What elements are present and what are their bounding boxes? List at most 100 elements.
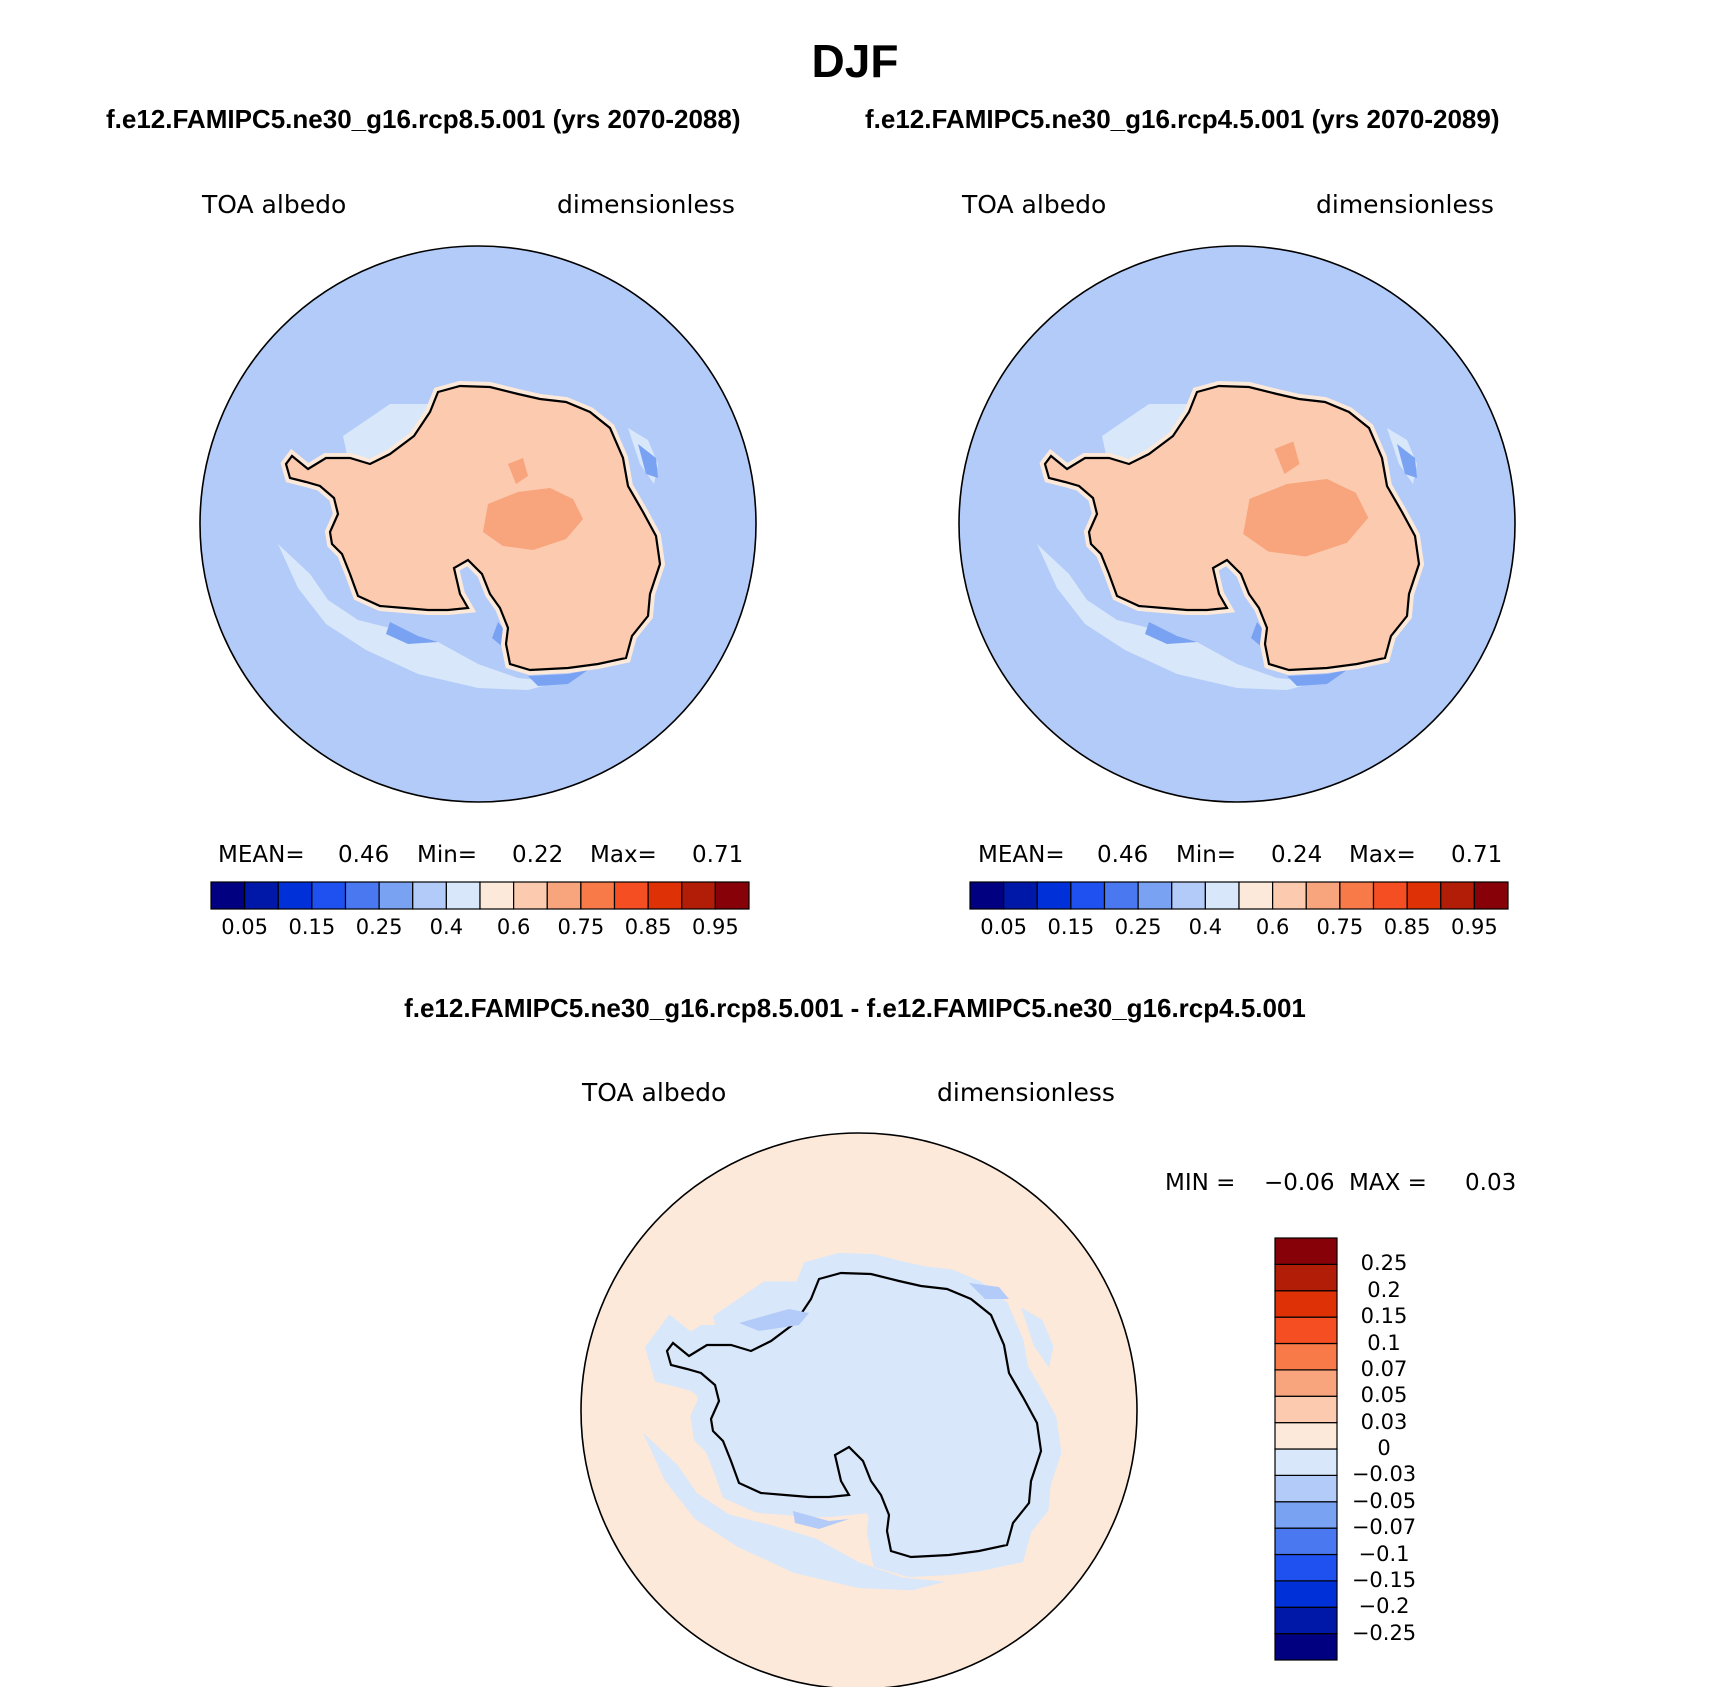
colorbar-box <box>277 881 313 910</box>
panel1-max-label: Max= <box>590 842 657 868</box>
colorbar-box <box>1070 881 1106 910</box>
colorbar-tick-label: 0.75 <box>1316 915 1364 939</box>
colorbar-tick-label: 0.05 <box>221 915 268 939</box>
colorbar-box <box>1274 1553 1338 1582</box>
colorbar-box <box>1171 881 1206 910</box>
colorbar-tick-label: 0.15 <box>288 915 336 939</box>
colorbar-box <box>580 881 616 910</box>
colorbar-tick-label: 0 <box>1377 1436 1391 1460</box>
colorbar-box <box>1274 1263 1338 1292</box>
panel2-max-label: Max= <box>1349 842 1416 868</box>
colorbar-box <box>1339 881 1375 910</box>
colorbar-box <box>210 881 246 910</box>
colorbar-box <box>1274 1606 1338 1635</box>
colorbar-tick-label: 0.25 <box>355 915 403 939</box>
colorbar-tick-label: −0.1 <box>1358 1541 1410 1566</box>
colorbar-box <box>969 881 1005 910</box>
colorbar-tick-label: 0.6 <box>1255 915 1290 939</box>
panel2-min-value: 0.24 <box>1271 842 1323 868</box>
colorbar-tick-label: 0.75 <box>557 915 605 939</box>
colorbar-tick-label: 0.85 <box>624 915 672 939</box>
colorbar-box <box>1274 1422 1338 1450</box>
colorbar-tick-label: 0.05 <box>1360 1383 1408 1408</box>
colorbar-box <box>1003 881 1038 910</box>
colorbar-box <box>647 881 683 910</box>
colorbar-tick-label: 0.2 <box>1367 1277 1401 1302</box>
colorbar-tick-label: 0.6 <box>496 915 531 939</box>
subtitle-left: f.e12.FAMIPC5.ne30_g16.rcp8.5.001 (yrs 2… <box>106 104 741 134</box>
colorbar-tick-label: −0.2 <box>1358 1594 1410 1619</box>
colorbar-box <box>1036 881 1072 910</box>
panel1-variable-label: TOA albedo <box>202 190 347 219</box>
panel2-map <box>958 245 1516 803</box>
colorbar-box <box>244 881 279 910</box>
panel2-min-label: Min= <box>1176 842 1237 868</box>
subtitle-right: f.e12.FAMIPC5.ne30_g16.rcp4.5.001 (yrs 2… <box>865 104 1500 134</box>
colorbar-box <box>1372 881 1408 910</box>
difference-max-value: 0.03 <box>1465 1170 1517 1196</box>
colorbar-box <box>613 881 649 910</box>
panel3-variable-label: TOA albedo <box>582 1078 727 1107</box>
colorbar-box <box>445 881 481 910</box>
colorbar-box <box>479 881 515 910</box>
difference-title: f.e12.FAMIPC5.ne30_g16.rcp8.5.001 - f.e1… <box>404 993 1306 1023</box>
colorbar-tick-label: 0.1 <box>1367 1330 1401 1355</box>
colorbar-tick-label: −0.07 <box>1351 1515 1417 1540</box>
panel2-variable-label: TOA albedo <box>962 190 1107 219</box>
colorbar-box <box>1274 1527 1338 1556</box>
panel1-colorbar <box>210 881 750 910</box>
colorbar-box <box>1204 881 1240 910</box>
colorbar-box <box>513 881 548 910</box>
panel1-units-label: dimensionless <box>557 190 735 219</box>
difference-colorbar <box>1274 1237 1338 1661</box>
colorbar-box <box>1238 881 1274 910</box>
colorbar-box <box>1103 881 1139 910</box>
colorbar-tick-label: 0.4 <box>1188 915 1223 939</box>
colorbar-tick-label: −0.15 <box>1351 1567 1417 1592</box>
panel2-mean-label: MEAN= <box>978 842 1065 868</box>
colorbar-box <box>1473 881 1509 910</box>
colorbar-box <box>1274 1580 1338 1608</box>
colorbar-box <box>681 881 716 910</box>
colorbar-tick-label: −0.05 <box>1351 1488 1417 1513</box>
colorbar-tick-label: 0.15 <box>1047 915 1095 939</box>
colorbar-tick-label: 0.25 <box>1360 1251 1408 1276</box>
colorbar-box <box>1274 1369 1338 1397</box>
colorbar-tick-label: 0.03 <box>1360 1409 1408 1434</box>
colorbar-tick-label: 0.07 <box>1360 1356 1408 1381</box>
colorbar-box <box>1137 881 1173 910</box>
colorbar-tick-label: −0.03 <box>1351 1462 1417 1487</box>
colorbar-box <box>1274 1474 1338 1503</box>
difference-max-label: MAX = <box>1349 1170 1427 1196</box>
colorbar-box <box>1274 1342 1338 1371</box>
panel2-max-value: 0.71 <box>1451 842 1503 868</box>
colorbar-box <box>1305 881 1341 910</box>
figure-title: DJF <box>811 35 899 87</box>
colorbar-box <box>1274 1290 1338 1318</box>
colorbar-box <box>311 881 347 910</box>
colorbar-box <box>412 881 447 910</box>
colorbar-box <box>714 881 750 910</box>
panel1-max-value: 0.71 <box>692 842 744 868</box>
colorbar-box <box>1274 1501 1338 1529</box>
colorbar-box <box>1274 1316 1338 1345</box>
colorbar-box <box>1274 1395 1338 1424</box>
colorbar-box <box>378 881 414 910</box>
colorbar-box <box>1274 1633 1338 1661</box>
colorbar-tick-label: 0.95 <box>1450 915 1498 939</box>
panel2-mean-value: 0.46 <box>1097 842 1149 868</box>
colorbar-tick-label: 0.25 <box>1114 915 1162 939</box>
colorbar-box <box>1274 1448 1338 1476</box>
panel1-min-label: Min= <box>417 842 478 868</box>
colorbar-box <box>1274 1237 1338 1265</box>
colorbar-tick-label: 0.15 <box>1360 1304 1408 1329</box>
colorbar-tick-label: 0.4 <box>429 915 464 939</box>
colorbar-tick-label: −0.25 <box>1351 1620 1417 1645</box>
colorbar-tick-label: 0.85 <box>1383 915 1431 939</box>
colorbar-tick-label: 0.95 <box>691 915 739 939</box>
colorbar-box <box>546 881 582 910</box>
difference-min-label: MIN = <box>1165 1170 1236 1196</box>
colorbar-box <box>1440 881 1475 910</box>
colorbar-box <box>1272 881 1307 910</box>
